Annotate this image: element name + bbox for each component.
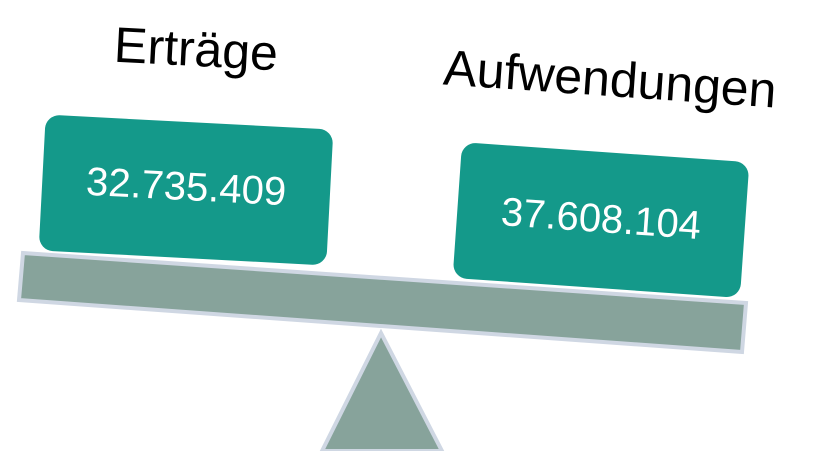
left-box [39,115,333,265]
right-label: Aufwendungen [442,39,779,118]
beam [16,250,749,355]
left-group: 32.735.409 [39,115,333,265]
right-group: 37.608.104 [453,143,749,298]
fulcrum [319,328,445,451]
left-label: Erträge [113,17,280,82]
right-box [453,143,749,298]
left-value: 32.735.409 [85,160,287,214]
